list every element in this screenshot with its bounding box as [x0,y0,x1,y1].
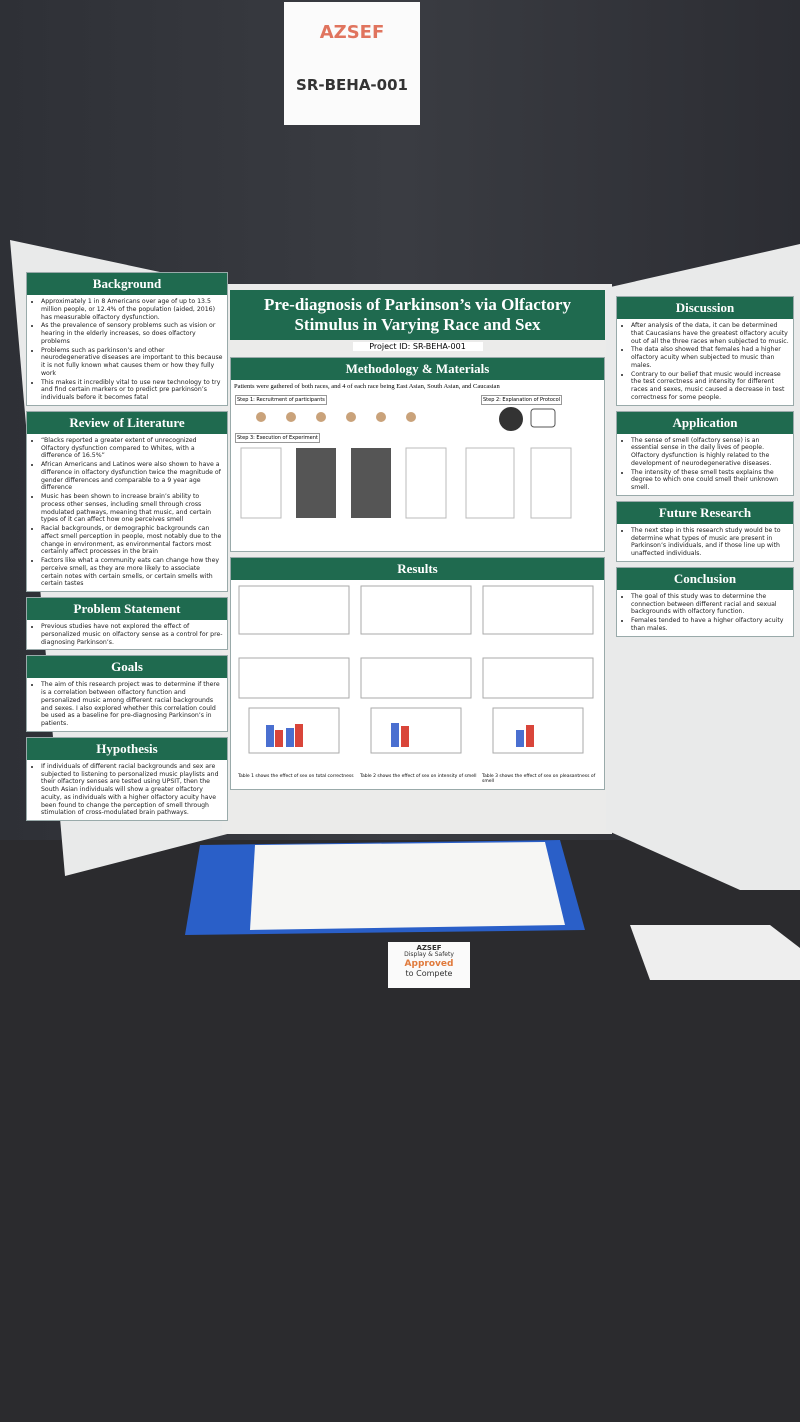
section-heading: Results [231,558,604,580]
bullet: African Americans and Latinos were also … [41,461,223,492]
section-heading: Discussion [617,297,793,319]
caption: Table 2 shows the effect of sex on inten… [360,774,477,779]
bullet-list: The goal of this study was to determine … [631,593,789,633]
sign-logo: AZSEF [319,22,385,43]
methodology-intro: Patients were gathered of both races, an… [234,383,500,390]
bullet: Factors like what a community eats can c… [41,557,223,588]
badge-text: to Compete [405,969,453,979]
bullet-list: The aim of this research project was to … [41,681,223,728]
section: Review of Literature “Blacks reported a g… [26,410,228,592]
badge-text: Display & Safety [404,951,454,959]
binder-pages [250,842,565,930]
step: Step 1: Recruitment of participants [235,395,327,405]
bullet: Females tended to have a higher olfactor… [631,617,789,633]
bullet: As the prevalence of sensory problems su… [41,322,223,345]
badge-text: Approved [404,958,454,969]
section: Application The sense of smell (olfactory… [616,410,794,496]
project-id: Project ID: SR-BEHA-001 [352,342,483,351]
bullet-list: “Blacks reported a greater extent of unr… [41,437,223,588]
results-figures [238,585,594,754]
step: Step 2: Explanation of Protocol [481,395,563,405]
section: Future Research The next step in this res… [616,500,794,562]
bullet: After analysis of the data, it can be de… [631,322,789,345]
section: Conclusion The goal of this study was to … [616,566,794,637]
bullet: The data also showed that females had a … [631,346,789,369]
bullet: The next step in this research study wou… [631,527,789,558]
step: Step 3: Execution of Experiment [235,433,320,443]
caption: Table 1 shows the effect of sex on total… [238,774,354,779]
section-heading: Problem Statement [27,598,227,620]
methodology: Methodology & Materials Patients were ga… [230,357,605,552]
section-heading: Review of Literature [27,411,227,434]
bullet: Music has been shown to increase brain’s… [41,493,223,524]
left-panel: Background Approximately 1 in 8 Americans… [22,268,232,858]
method-figures [240,407,572,519]
bullet-list: Previous studies have not explored the e… [41,623,223,646]
bullet: The aim of this research project was to … [41,681,223,728]
section: GoalsThe aim of this research project wa… [26,655,228,732]
sign-id: SR-BEHA-001 [296,76,408,94]
bullet: If individuals of different racial backg… [41,763,223,817]
results: Results Table 1 shows the effect of sex … [230,557,605,790]
bullet: The goal of this study was to determine … [631,593,789,616]
paper [630,925,800,980]
poster-title: Pre-diagnosis of Parkinson’s via Olfacto… [230,290,605,340]
section-heading: Application [617,411,793,434]
section-heading: Conclusion [617,567,793,590]
section-heading: Background [27,273,227,295]
bullet: This makes it incredibly vital to use ne… [41,379,223,402]
bullet: Contrary to our belief that music would … [631,371,789,402]
section-heading: Goals [27,656,227,679]
section: Hypothesis If individuals of different ra… [26,736,228,821]
section-heading: Hypothesis [27,737,227,760]
bullet-list: Approximately 1 in 8 Americans over age … [41,298,223,402]
section: Discussion After analysis of the data, it… [616,296,794,406]
caption: Table 3 shows the effect of sex on pleas… [482,774,596,784]
bullet: Previous studies have not explored the e… [41,623,223,646]
badge-logo: AZSEF [416,944,442,952]
bullet: Approximately 1 in 8 Americans over age … [41,298,223,321]
bullet-list: The sense of smell (olfactory sense) is … [631,437,789,492]
bullet: Racial backgrounds, or demographic backg… [41,525,223,556]
bullet: “Blacks reported a greater extent of unr… [41,437,223,460]
bullet: Problems such as parkinson’s and other n… [41,347,223,378]
section: Problem Statement Previous studies have n… [26,597,228,651]
bullet-list: The next step in this research study wou… [631,527,789,558]
section: Background Approximately 1 in 8 Americans… [26,272,228,406]
section-heading: Future Research [617,501,793,524]
center-panel: Pre-diagnosis of Parkinson’s via Olfacto… [230,290,605,830]
section-heading: Methodology & Materials [231,358,604,380]
right-panel: Discussion After analysis of the data, it… [612,292,798,882]
sign-card [284,2,420,125]
bullet-list: After analysis of the data, it can be de… [631,322,789,402]
badge-card [388,942,470,988]
bullet: The sense of smell (olfactory sense) is … [631,437,789,468]
bullet: The intensity of these smell tests expla… [631,469,789,492]
bullet-list: If individuals of different racial backg… [41,763,223,817]
badge: AZSEF Display & Safety Approved to Compe… [388,944,470,978]
